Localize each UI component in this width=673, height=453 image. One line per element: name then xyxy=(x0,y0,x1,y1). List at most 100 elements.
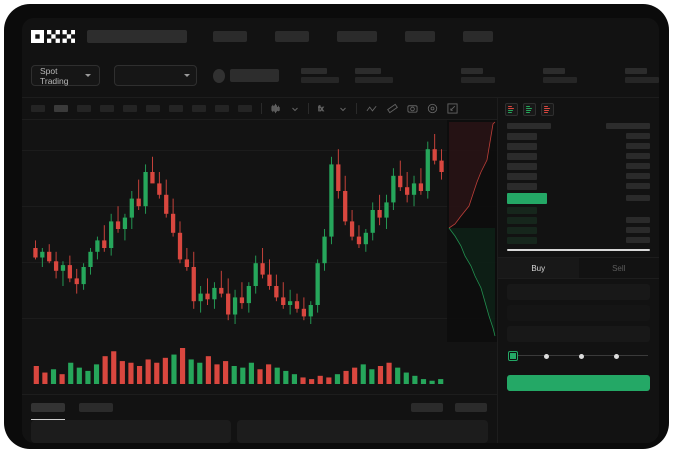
order-book-header xyxy=(498,120,659,131)
chart-gridline xyxy=(22,150,497,151)
table-row[interactable] xyxy=(498,141,659,151)
table-row[interactable] xyxy=(498,235,659,245)
tf-4h[interactable] xyxy=(146,105,160,112)
nav-item-trade[interactable] xyxy=(275,30,309,42)
slider-stop-25[interactable] xyxy=(544,353,549,359)
place-order-button[interactable] xyxy=(507,375,650,391)
nav-item-earn[interactable] xyxy=(405,30,435,42)
nav-item-more[interactable] xyxy=(463,30,493,42)
stat-24h-high xyxy=(461,68,495,83)
orders-content xyxy=(22,420,497,443)
amount-field[interactable] xyxy=(507,326,650,342)
chevron-down-icon xyxy=(84,74,91,77)
okx-logo[interactable] xyxy=(31,29,75,43)
settings-icon[interactable] xyxy=(427,103,438,114)
col-header-amount xyxy=(606,123,650,129)
pair-coin-icon xyxy=(212,68,225,83)
order-book-bids xyxy=(498,205,659,245)
tab-open-orders[interactable] xyxy=(31,403,65,420)
table-row[interactable] xyxy=(498,161,659,171)
bottom-action-1[interactable] xyxy=(411,403,443,412)
table-row[interactable] xyxy=(498,181,659,191)
ruler-icon[interactable] xyxy=(387,103,398,114)
stat-24h-low xyxy=(543,68,577,83)
pair-name-label xyxy=(229,69,279,82)
top-nav-items xyxy=(213,30,493,42)
chevron-down-icon[interactable] xyxy=(291,105,299,113)
device-screen: Spot Trading xyxy=(22,18,659,443)
table-row[interactable] xyxy=(498,205,659,215)
chart-gridline xyxy=(22,262,497,263)
tf-1m[interactable] xyxy=(31,105,45,112)
table-row[interactable] xyxy=(498,225,659,235)
chart-gridline xyxy=(22,318,497,319)
stat-last-price xyxy=(301,68,339,83)
tf-1d[interactable] xyxy=(169,105,183,112)
tf-1mo[interactable] xyxy=(215,105,229,112)
tf-1h[interactable] xyxy=(123,105,137,112)
nav-item-markets[interactable] xyxy=(213,30,247,42)
top-navigation-bar xyxy=(22,18,659,54)
table-row[interactable] xyxy=(498,215,659,225)
trading-mode-label: Spot Trading xyxy=(40,65,69,86)
device-frame: Spot Trading xyxy=(4,4,669,449)
stat-24h-volume xyxy=(625,68,659,83)
stat-24h-change xyxy=(355,68,393,83)
orderbook-mode-bids-icon[interactable] xyxy=(523,103,536,116)
global-search-input[interactable] xyxy=(87,29,187,43)
camera-icon[interactable] xyxy=(407,103,418,114)
trading-mode-select[interactable]: Spot Trading xyxy=(31,65,100,86)
order-book-scrollbar[interactable] xyxy=(507,249,650,251)
toolbar-divider xyxy=(356,103,357,114)
market-toolbar: Spot Trading xyxy=(22,54,659,98)
candlestick-series xyxy=(33,134,444,324)
table-row[interactable] xyxy=(498,171,659,181)
tf-5m[interactable] xyxy=(54,105,68,112)
order-type-field[interactable] xyxy=(507,284,650,300)
chart-toolbar: fx xyxy=(22,98,497,120)
market-stats xyxy=(301,68,659,83)
table-row[interactable] xyxy=(498,131,659,141)
chart-gridline xyxy=(22,206,497,207)
toolbar-divider xyxy=(261,103,262,114)
order-book-panel: Buy Sell xyxy=(497,98,659,443)
orderbook-mode-asks-icon[interactable] xyxy=(541,103,554,116)
amount-percent-slider[interactable] xyxy=(509,350,648,362)
tf-more[interactable] xyxy=(238,105,252,112)
candlestick-chart-icon[interactable] xyxy=(271,103,282,114)
slider-handle[interactable] xyxy=(509,352,517,360)
nav-item-derivatives[interactable] xyxy=(337,30,377,42)
price-field[interactable] xyxy=(507,305,650,321)
bottom-action-2[interactable] xyxy=(455,403,487,412)
order-book-mode-switcher xyxy=(498,98,659,120)
table-row[interactable] xyxy=(498,151,659,161)
trade-form-tabs: Buy Sell xyxy=(498,257,659,279)
price-chart[interactable] xyxy=(22,120,497,342)
tab-sell[interactable]: Sell xyxy=(612,264,626,273)
last-price-row xyxy=(498,191,659,205)
trading-pair-select[interactable] xyxy=(113,65,197,86)
tf-30m[interactable] xyxy=(100,105,114,112)
fullscreen-icon[interactable] xyxy=(447,103,458,114)
indicators-icon[interactable]: fx xyxy=(318,103,330,114)
tf-1w[interactable] xyxy=(192,105,206,112)
col-header-price xyxy=(507,123,551,129)
toolbar-divider xyxy=(308,103,309,114)
chevron-down-icon[interactable] xyxy=(339,105,347,113)
bottom-card-right[interactable] xyxy=(237,420,488,443)
volume-series xyxy=(33,348,444,384)
tf-15m[interactable] xyxy=(77,105,91,112)
tab-buy[interactable]: Buy xyxy=(498,258,579,278)
orders-tabbar xyxy=(22,394,497,420)
svg-text:fx: fx xyxy=(318,104,324,113)
order-book-depth-overlay xyxy=(447,120,497,342)
slider-stop-75[interactable] xyxy=(614,353,619,359)
bottom-card-left[interactable] xyxy=(31,420,232,443)
slider-stop-50[interactable] xyxy=(579,353,584,359)
line-chart-icon[interactable] xyxy=(366,104,378,114)
tab-order-history[interactable] xyxy=(79,403,113,412)
order-book-asks xyxy=(498,131,659,191)
chevron-down-icon xyxy=(183,74,190,77)
orderbook-mode-both-icon[interactable] xyxy=(505,103,518,116)
